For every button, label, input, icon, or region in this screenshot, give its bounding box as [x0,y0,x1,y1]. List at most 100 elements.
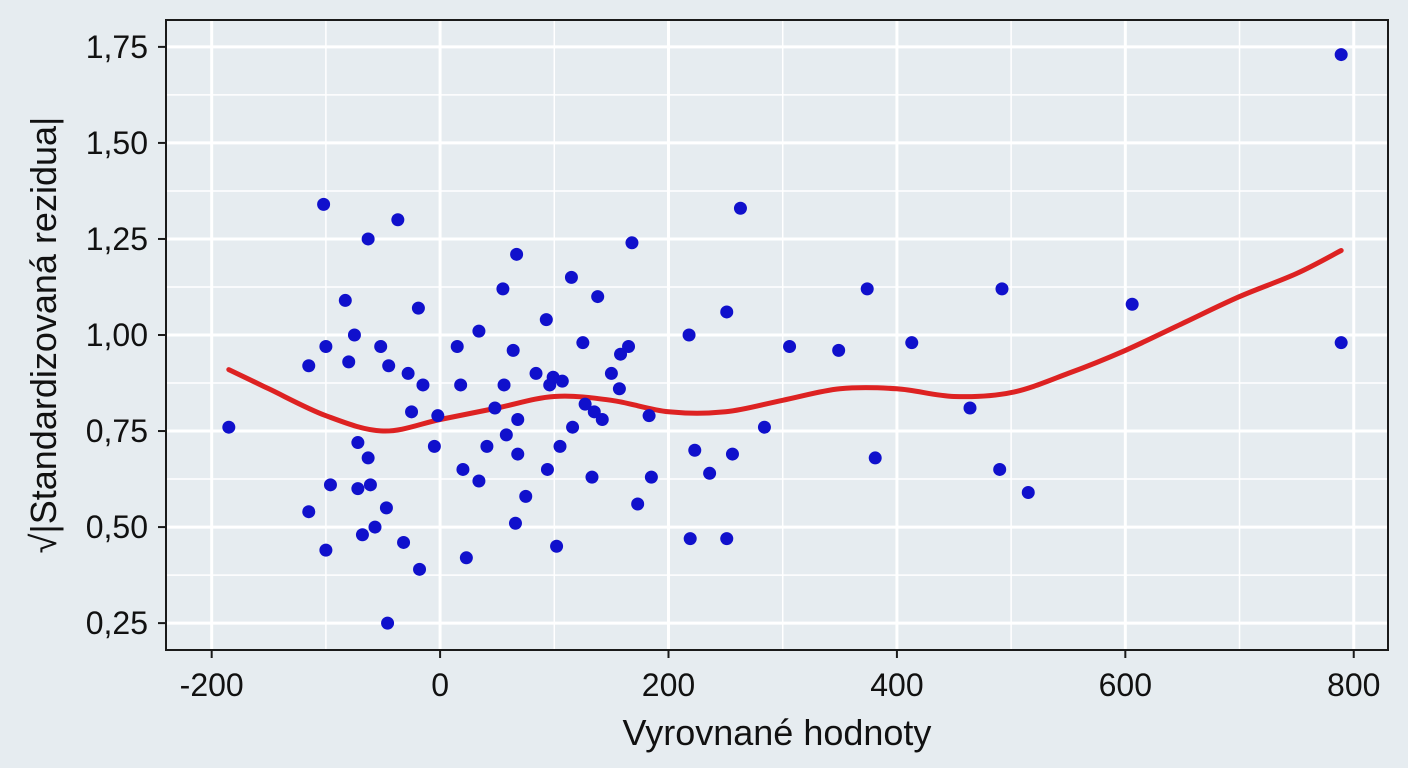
data-point [550,539,564,553]
data-point [222,420,236,434]
data-point [382,359,396,373]
data-point [472,474,486,488]
data-point [585,470,599,484]
data-point [480,439,494,453]
data-point [683,532,697,546]
data-point [319,543,333,557]
data-point [323,478,337,492]
y-tick-label: 1,00 [86,317,148,353]
x-tick-label: 0 [431,667,449,703]
data-point [427,439,441,453]
data-point [993,462,1007,476]
data-point [459,551,473,565]
data-point [510,247,524,261]
data-point [564,270,578,284]
data-point [472,324,486,338]
data-point [905,336,919,350]
data-point [576,336,590,350]
y-tick-label: 1,75 [86,29,148,65]
x-tick-label: 200 [642,667,695,703]
y-tick-label: 0,25 [86,605,148,641]
x-tick-label: 400 [870,667,923,703]
smoother-line [226,248,1344,434]
data-point [319,340,333,354]
data-point [783,340,797,354]
data-point [644,470,658,484]
data-point [757,420,771,434]
data-point [578,397,592,411]
data-point [725,447,739,461]
data-point [351,482,365,496]
data-point [625,236,639,250]
data-point [622,340,636,354]
data-point [860,282,874,296]
data-point [519,489,533,503]
data-point [431,409,445,423]
data-point [454,378,468,392]
y-axis-title: √|Standardizovaná rezidua| [23,117,64,554]
data-point [553,439,567,453]
data-point [499,428,513,442]
x-tick-label: -200 [180,667,244,703]
data-point [347,328,361,342]
data-point [361,232,375,246]
data-point [733,201,747,215]
data-point [540,462,554,476]
data-point [401,366,415,380]
data-point [555,374,569,388]
data-point [506,343,520,357]
y-axis-ticks: 0,25 0,50 0,75 1,00 1,25 1,50 1,75 [86,29,166,641]
data-point [1125,297,1139,311]
data-point [511,413,525,427]
data-point [868,451,882,465]
data-point [302,505,316,519]
data-point [508,516,522,530]
data-point [381,616,395,630]
data-point [566,420,580,434]
data-point [391,213,405,227]
data-point [529,366,543,380]
x-tick-label: 600 [1099,667,1152,703]
data-point [496,282,510,296]
data-point [631,497,645,511]
data-point [456,462,470,476]
x-tick-label: 800 [1327,667,1380,703]
data-point [302,359,316,373]
data-point [355,528,369,542]
x-axis-title: Vyrovnané hodnoty [623,712,932,753]
data-point [688,443,702,457]
data-point [342,355,356,369]
data-point [317,197,331,211]
data-point [591,290,605,304]
data-point [995,282,1009,296]
data-point [832,343,846,357]
data-point [642,409,656,423]
data-point [488,401,502,415]
data-point [397,535,411,549]
data-point [963,401,977,415]
data-point [497,378,511,392]
data-point [413,562,427,576]
grid-lines [166,20,1388,650]
data-point [379,501,393,515]
data-point [612,382,626,396]
data-point [1334,336,1348,350]
data-point [411,301,425,315]
data-point [450,340,464,354]
data-point [338,293,352,307]
y-tick-label: 0,50 [86,509,148,545]
x-axis-ticks: -200 0 200 400 600 800 [180,650,1380,703]
data-point [682,328,696,342]
y-tick-label: 1,25 [86,221,148,257]
y-tick-label: 1,50 [86,125,148,161]
data-point [374,340,388,354]
data-point [703,466,717,480]
data-point [361,451,375,465]
data-point [405,405,419,419]
data-point [595,413,609,427]
data-point [720,305,734,319]
data-point [1334,48,1348,62]
data-point [363,478,377,492]
data-point [720,532,734,546]
